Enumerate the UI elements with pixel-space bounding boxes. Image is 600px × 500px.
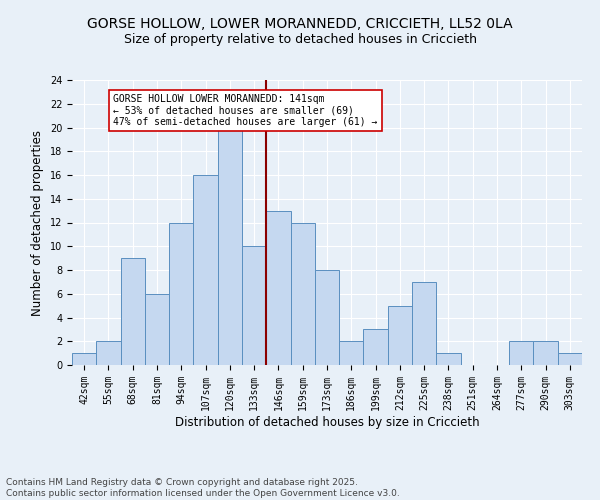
Text: GORSE HOLLOW LOWER MORANNEDD: 141sqm
← 53% of detached houses are smaller (69)
4: GORSE HOLLOW LOWER MORANNEDD: 141sqm ← 5… — [113, 94, 377, 128]
Bar — [218, 128, 242, 365]
Bar — [193, 175, 218, 365]
Bar — [96, 341, 121, 365]
Bar — [266, 210, 290, 365]
Bar — [169, 222, 193, 365]
Text: GORSE HOLLOW, LOWER MORANNEDD, CRICCIETH, LL52 0LA: GORSE HOLLOW, LOWER MORANNEDD, CRICCIETH… — [87, 18, 513, 32]
Bar — [242, 246, 266, 365]
Bar — [72, 353, 96, 365]
X-axis label: Distribution of detached houses by size in Criccieth: Distribution of detached houses by size … — [175, 416, 479, 428]
Bar — [533, 341, 558, 365]
Text: Size of property relative to detached houses in Criccieth: Size of property relative to detached ho… — [124, 32, 476, 46]
Bar — [145, 294, 169, 365]
Bar — [412, 282, 436, 365]
Bar — [121, 258, 145, 365]
Bar — [364, 330, 388, 365]
Bar — [290, 222, 315, 365]
Bar — [436, 353, 461, 365]
Text: Contains HM Land Registry data © Crown copyright and database right 2025.
Contai: Contains HM Land Registry data © Crown c… — [6, 478, 400, 498]
Bar — [558, 353, 582, 365]
Bar — [315, 270, 339, 365]
Y-axis label: Number of detached properties: Number of detached properties — [31, 130, 44, 316]
Bar — [509, 341, 533, 365]
Bar — [388, 306, 412, 365]
Bar — [339, 341, 364, 365]
